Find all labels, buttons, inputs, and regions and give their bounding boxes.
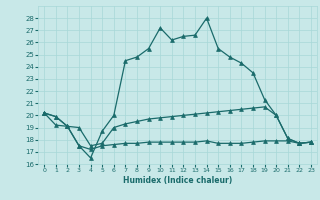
X-axis label: Humidex (Indice chaleur): Humidex (Indice chaleur) <box>123 176 232 185</box>
